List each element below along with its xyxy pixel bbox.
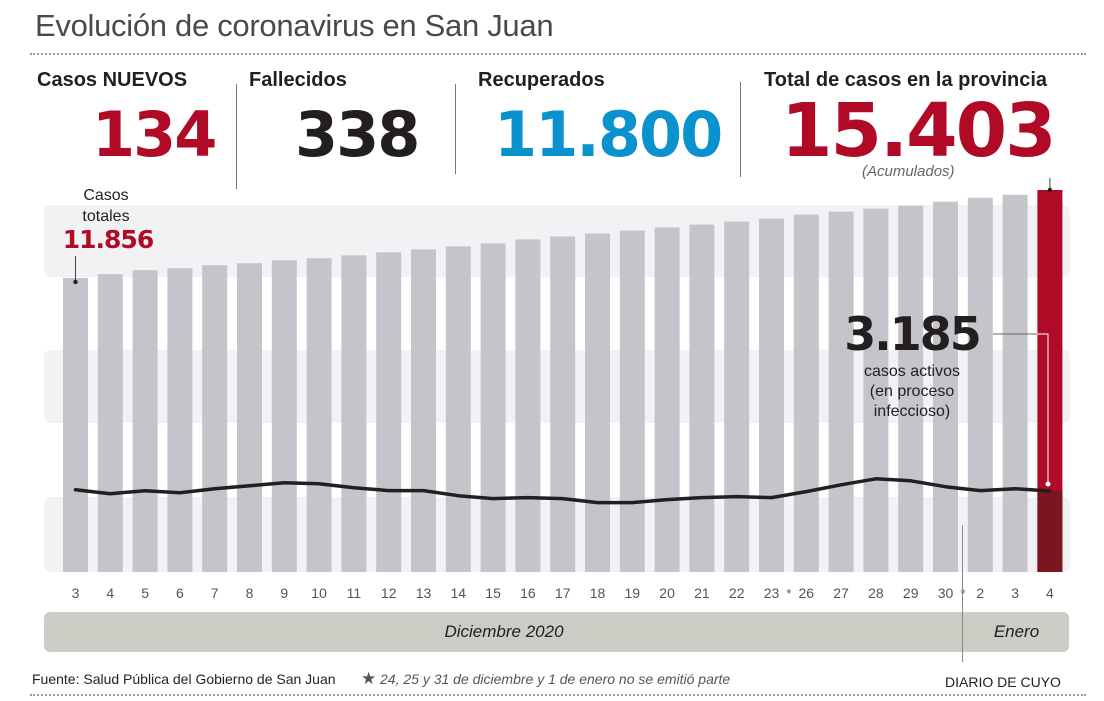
month-divider [962, 525, 963, 662]
first-total-annotation: Casos totales [66, 185, 146, 227]
first-total-label: Casos [83, 187, 129, 204]
active-cases-label-line: infeccioso) [873, 403, 951, 420]
x-tick-label: 21 [694, 585, 710, 601]
x-tick-label: 18 [590, 585, 606, 601]
x-tick-label: 16 [520, 585, 536, 601]
total-dot [1047, 187, 1053, 193]
month-label-december: Diciembre 2020 [444, 622, 564, 641]
bar-total-cases [898, 205, 924, 573]
x-tick-label: 3 [72, 585, 80, 601]
bar-total-cases [445, 246, 471, 573]
x-tick-label: 5 [141, 585, 149, 601]
missing-reports-note: 24, 25 y 31 de diciembre y 1 de enero no… [380, 671, 731, 687]
bar-total-cases [689, 224, 715, 572]
active-cases-label: casos activos (en proceso infeccioso) [832, 362, 992, 422]
bar-total-cases [619, 230, 645, 572]
source-note: Fuente: Salud Pública del Gobierno de Sa… [32, 671, 336, 687]
x-tick-label: 17 [555, 585, 571, 601]
first-total-dot [73, 279, 78, 285]
bar-total-cases [341, 255, 367, 572]
x-tick-label: 8 [246, 585, 254, 601]
stat-note-accumulated: (Acumulados) [862, 163, 955, 180]
bar-total-cases [724, 221, 750, 572]
stat-divider [236, 84, 237, 189]
active-cases-value: 3.185 [844, 307, 982, 361]
active-cases-label-line: (en proceso [869, 383, 955, 400]
month-label-january: Enero [993, 622, 1040, 641]
stat-value-deaths: 338 [295, 98, 420, 171]
page-title: Evolución de coronavirus en San Juan [35, 8, 554, 43]
x-tick-label: 4 [106, 585, 114, 601]
x-tick-label: 29 [903, 585, 919, 601]
stat-label-deaths: Fallecidos [249, 69, 347, 91]
x-tick-label: 13 [416, 585, 432, 601]
stat-label-total: Total de casos en la provincia [764, 69, 1048, 91]
x-tick-label: 22 [729, 585, 745, 601]
bar-total-cases [411, 249, 436, 572]
bar-total-cases [167, 268, 193, 572]
stat-label-recovered: Recuperados [478, 69, 605, 91]
star-icon: ★ [361, 669, 377, 688]
active-cases-label-line: casos activos [863, 363, 961, 380]
bar-total-cases [237, 263, 262, 572]
x-tick-label: 11 [347, 585, 362, 601]
x-tick-label: 9 [280, 585, 288, 601]
stat-divider [740, 82, 741, 177]
bar-total-cases [1002, 194, 1028, 572]
bar-total-cases [585, 233, 610, 572]
stat-label-new-cases: Casos NUEVOS [37, 69, 188, 91]
x-tick-label: 28 [868, 585, 884, 601]
x-tick-label: 23 [764, 585, 780, 601]
bar-total-cases [759, 218, 784, 572]
x-tick-label: 4 [1046, 585, 1054, 601]
bar-active-cases-segment [1037, 491, 1063, 572]
stat-value-total: 15.403 [781, 88, 1057, 174]
x-tick-label: 15 [485, 585, 501, 601]
x-tick-label: 30 [938, 585, 954, 601]
bar-total-cases [202, 265, 228, 572]
bar-total-cases [967, 197, 993, 572]
x-tick-label: 27 [833, 585, 849, 601]
x-tick-label: 12 [381, 585, 397, 601]
bar-total-cases [97, 274, 123, 572]
first-total-value: 11.856 [62, 225, 154, 254]
bar-total-cases [550, 236, 576, 572]
stat-value-recovered: 11.800 [494, 98, 723, 171]
stat-divider [455, 84, 456, 174]
x-tick-label: 7 [211, 585, 219, 601]
bar-total-cases [132, 270, 158, 572]
x-tick-label: 2 [976, 585, 984, 601]
x-tick-label: 19 [625, 585, 641, 601]
bar-total-cases [271, 260, 297, 572]
x-tick-label: 3 [1011, 585, 1019, 601]
month-axis-bar [44, 612, 1069, 652]
x-tick-label: 20 [659, 585, 675, 601]
x-tick-label: 10 [311, 585, 327, 601]
bar-total-cases [306, 258, 332, 572]
bar-total-cases [793, 214, 819, 572]
publisher-credit: DIARIO DE CUYO [945, 674, 1061, 690]
first-total-label: totales [82, 208, 130, 225]
stat-value-new-cases: 134 [92, 98, 217, 171]
x-tick-label: 26 [799, 585, 815, 601]
x-tick-separator: * [786, 586, 791, 601]
bar-total-cases [828, 211, 854, 573]
bar-total-cases [376, 252, 402, 573]
bar-total-cases [480, 243, 506, 572]
title-divider [30, 53, 1086, 55]
bar-total-cases [515, 239, 541, 572]
active-cases-dot [1045, 481, 1051, 487]
bar-total-cases [863, 208, 889, 572]
footer-divider [30, 694, 1086, 696]
bar-total-cases [933, 201, 958, 572]
x-tick-label: 6 [176, 585, 184, 601]
bar-total-cases [63, 277, 88, 572]
bar-total-cases [654, 227, 680, 572]
x-tick-label: 14 [451, 585, 467, 601]
